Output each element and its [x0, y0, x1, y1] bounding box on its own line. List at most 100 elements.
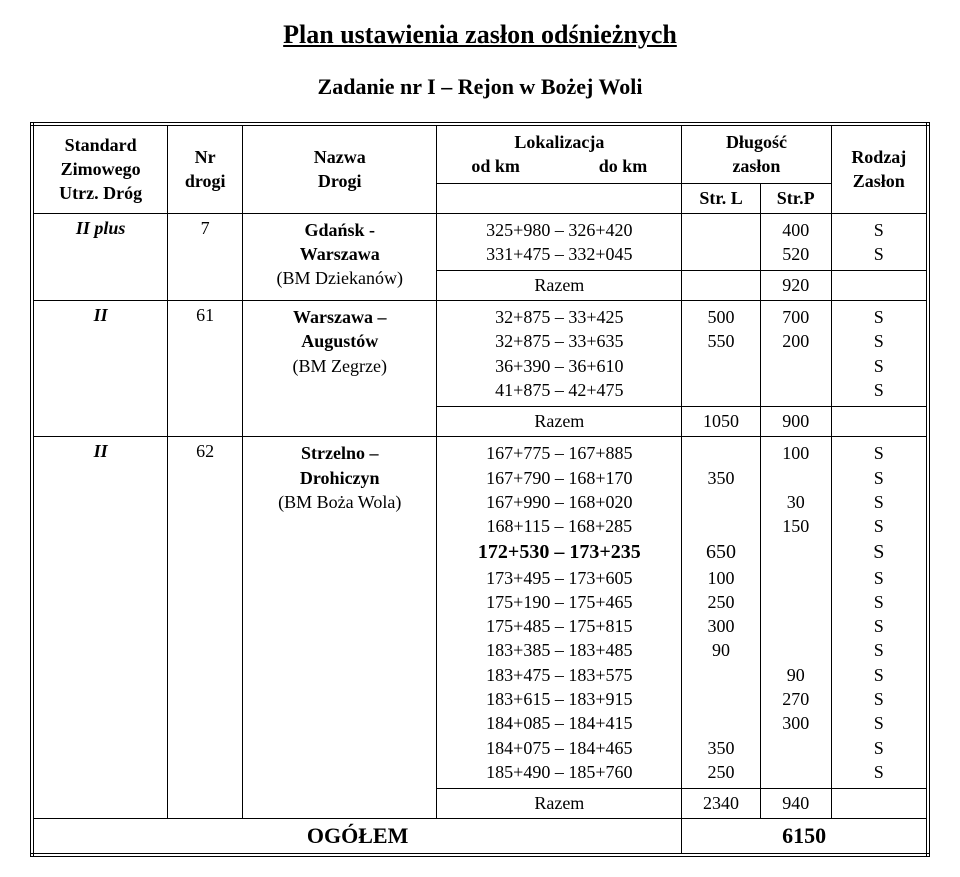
loc-line: 167+990 – 168+020 [443, 490, 675, 514]
val-line: S [838, 663, 920, 687]
cell-razem-p: 940 [760, 789, 831, 819]
val-line: 520 [767, 242, 825, 266]
cell-razem-l: 1050 [682, 407, 761, 437]
hdr-lokal-label: Lokalizacja [443, 130, 675, 154]
hdr-rodzaj: RodzajZasłon [831, 124, 928, 213]
val-line [688, 687, 754, 711]
val-line: 90 [767, 663, 825, 687]
val-line [688, 441, 754, 465]
cell-str-l: 350 65010025030090 350250 [682, 437, 761, 789]
val-line: S [838, 514, 920, 538]
loc-line: 184+085 – 184+415 [443, 711, 675, 735]
name-line: (BM Dziekanów) [249, 266, 430, 290]
table-row: II 62 Strzelno – Drohiczyn (BM Boża Wola… [32, 437, 928, 789]
loc-line: 172+530 – 173+235 [443, 539, 675, 566]
val-line: S [838, 590, 920, 614]
val-line: 200 [767, 329, 825, 353]
name-line: (BM Boża Wola) [249, 490, 430, 514]
val-line: 350 [688, 466, 754, 490]
cell-std: II [32, 437, 168, 819]
val-line: 650 [688, 539, 754, 566]
val-line: S [838, 378, 920, 402]
cell-razem-r [831, 271, 928, 301]
cell-str-p: 400 520 [760, 213, 831, 271]
val-line: 100 [688, 566, 754, 590]
val-line [688, 514, 754, 538]
hdr-dlugosc: Długośćzasłon [682, 124, 831, 183]
val-line: 270 [767, 687, 825, 711]
val-line [767, 566, 825, 590]
cell-loc: 167+775 – 167+885167+790 – 168+170167+99… [437, 437, 682, 789]
hdr-str-l: Str. L [682, 183, 761, 213]
hdr-lokalizacja: Lokalizacja od km do km [437, 124, 682, 183]
loc-line: 167+775 – 167+885 [443, 441, 675, 465]
table-row: II plus 7 Gdańsk - Warszawa (BM Dziekanó… [32, 213, 928, 271]
loc-line: 331+475 – 332+045 [443, 242, 675, 266]
cell-std: II [32, 301, 168, 437]
val-line: S [838, 354, 920, 378]
loc-line: 175+190 – 175+465 [443, 590, 675, 614]
val-line [688, 663, 754, 687]
cell-str-p: 700 200 [760, 301, 831, 407]
table-row-ogolem: OGÓŁEM 6150 [32, 819, 928, 856]
val-line: S [838, 614, 920, 638]
page-subtitle: Zadanie nr I – Rejon w Bożej Woli [30, 74, 930, 100]
name-line: Augustów [301, 331, 378, 351]
val-line: S [838, 466, 920, 490]
loc-line: 36+390 – 36+610 [443, 354, 675, 378]
cell-razem-r [831, 789, 928, 819]
val-line: 90 [688, 638, 754, 662]
val-line: 30 [767, 490, 825, 514]
cell-std: II plus [32, 213, 168, 301]
page-title: Plan ustawienia zasłon odśnieżnych [30, 20, 930, 50]
cell-rodz: S S S S [831, 301, 928, 407]
val-line [767, 736, 825, 760]
name-line: (BM Zegrze) [249, 354, 430, 378]
cell-razem-l [682, 271, 761, 301]
cell-name: Gdańsk - Warszawa (BM Dziekanów) [243, 213, 437, 301]
loc-line: 183+615 – 183+915 [443, 687, 675, 711]
val-line: S [838, 566, 920, 590]
val-line: 250 [688, 760, 754, 784]
val-line [688, 490, 754, 514]
name-line: Gdańsk - [304, 220, 375, 240]
hdr-odkm: od km [471, 154, 520, 178]
cell-ogolem-label: OGÓŁEM [32, 819, 682, 856]
val-line [688, 711, 754, 735]
cell-nr: 62 [168, 437, 243, 819]
val-line [767, 539, 825, 566]
cell-str-l: 500 550 [682, 301, 761, 407]
loc-line: 167+790 – 168+170 [443, 466, 675, 490]
val-line: S [838, 539, 920, 566]
val-line: S [838, 711, 920, 735]
cell-ogolem-value: 6150 [682, 819, 928, 856]
hdr-nazwa: NazwaDrogi [243, 124, 437, 213]
val-line: S [838, 242, 920, 266]
cell-loc: 32+875 – 33+425 32+875 – 33+635 36+390 –… [437, 301, 682, 407]
cell-str-l [682, 213, 761, 271]
loc-line: 32+875 – 33+635 [443, 329, 675, 353]
loc-line: 184+075 – 184+465 [443, 736, 675, 760]
val-line: S [838, 305, 920, 329]
cell-nr: 7 [168, 213, 243, 301]
loc-line: 173+495 – 173+605 [443, 566, 675, 590]
val-line [767, 466, 825, 490]
val-line [767, 638, 825, 662]
hdr-nr: Nrdrogi [168, 124, 243, 213]
val-line: S [838, 687, 920, 711]
val-line: 400 [767, 218, 825, 242]
val-line: S [838, 218, 920, 242]
val-line [767, 614, 825, 638]
loc-line: 41+875 – 42+475 [443, 378, 675, 402]
loc-line: 183+385 – 183+485 [443, 638, 675, 662]
name-line: Strzelno – [301, 443, 378, 463]
val-line: 350 [688, 736, 754, 760]
cell-razem-label: Razem [437, 789, 682, 819]
cell-nr: 61 [168, 301, 243, 437]
val-line: 300 [688, 614, 754, 638]
name-line: Drohiczyn [300, 468, 380, 488]
snow-plan-table: StandardZimowegoUtrz. Dróg Nrdrogi Nazwa… [30, 122, 930, 857]
cell-razem-label: Razem [437, 407, 682, 437]
table-header-row-1: StandardZimowegoUtrz. Dróg Nrdrogi Nazwa… [32, 124, 928, 183]
val-line: 150 [767, 514, 825, 538]
